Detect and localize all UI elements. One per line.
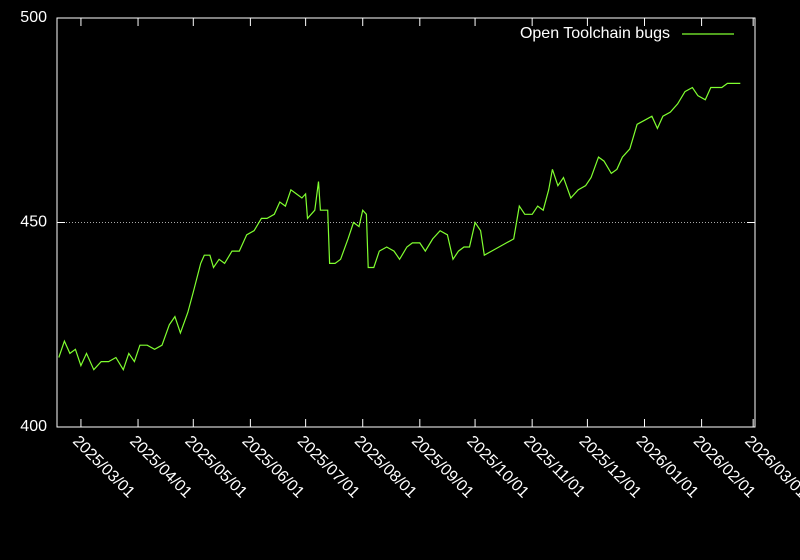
data-line bbox=[58, 82, 741, 372]
y-tick-label: 400 bbox=[20, 418, 47, 435]
y-tick-label: 500 bbox=[20, 9, 47, 26]
legend-label: Open Toolchain bugs bbox=[520, 25, 670, 42]
y-tick-label: 450 bbox=[20, 214, 47, 231]
